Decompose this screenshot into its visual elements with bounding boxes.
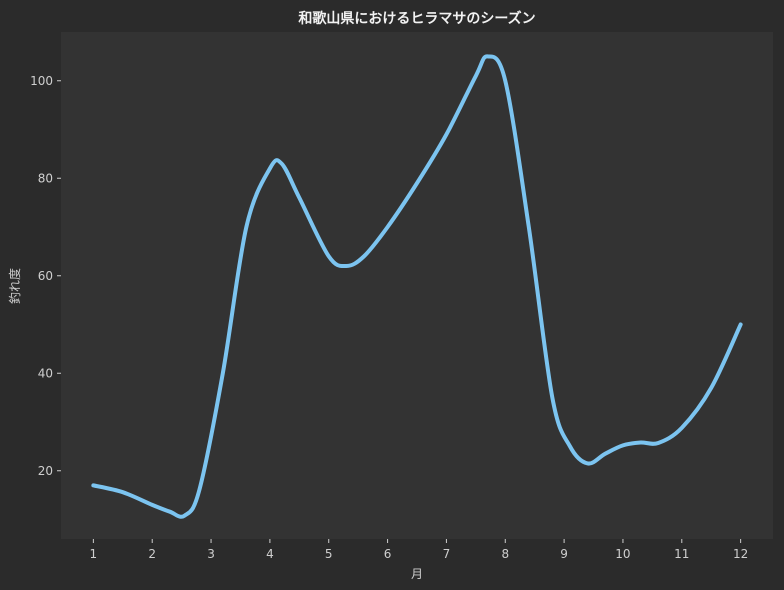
x-tick-label: 2 xyxy=(148,547,156,561)
chart-title: 和歌山県におけるヒラマサのシーズン xyxy=(298,10,535,27)
y-tick-label: 60 xyxy=(38,269,53,283)
x-tick-label: 9 xyxy=(560,547,568,561)
y-axis-label: 釣れ度 xyxy=(7,268,22,304)
x-axis-ticks: 1 2 3 4 5 6 7 8 9 10 11 12 xyxy=(90,539,748,561)
y-axis-ticks: 20 40 60 80 100 xyxy=(30,74,61,478)
x-tick-label: 5 xyxy=(325,547,333,561)
x-tick-label: 7 xyxy=(443,547,451,561)
x-tick-label: 6 xyxy=(384,547,392,561)
x-tick-label: 1 xyxy=(90,547,98,561)
y-tick-label: 40 xyxy=(38,366,53,380)
series-group xyxy=(91,54,743,519)
x-tick-label: 3 xyxy=(207,547,215,561)
plot-area xyxy=(61,32,773,539)
x-tick-label: 4 xyxy=(266,547,274,561)
series-line-0 xyxy=(91,54,743,519)
x-tick-label: 12 xyxy=(733,547,748,561)
x-axis-label: 月 xyxy=(411,567,423,581)
y-tick-label: 100 xyxy=(30,74,53,88)
y-tick-label: 20 xyxy=(38,464,53,478)
x-tick-label: 11 xyxy=(674,547,689,561)
x-tick-label: 10 xyxy=(615,547,630,561)
y-tick-label: 80 xyxy=(38,171,53,185)
x-tick-label: 8 xyxy=(501,547,509,561)
